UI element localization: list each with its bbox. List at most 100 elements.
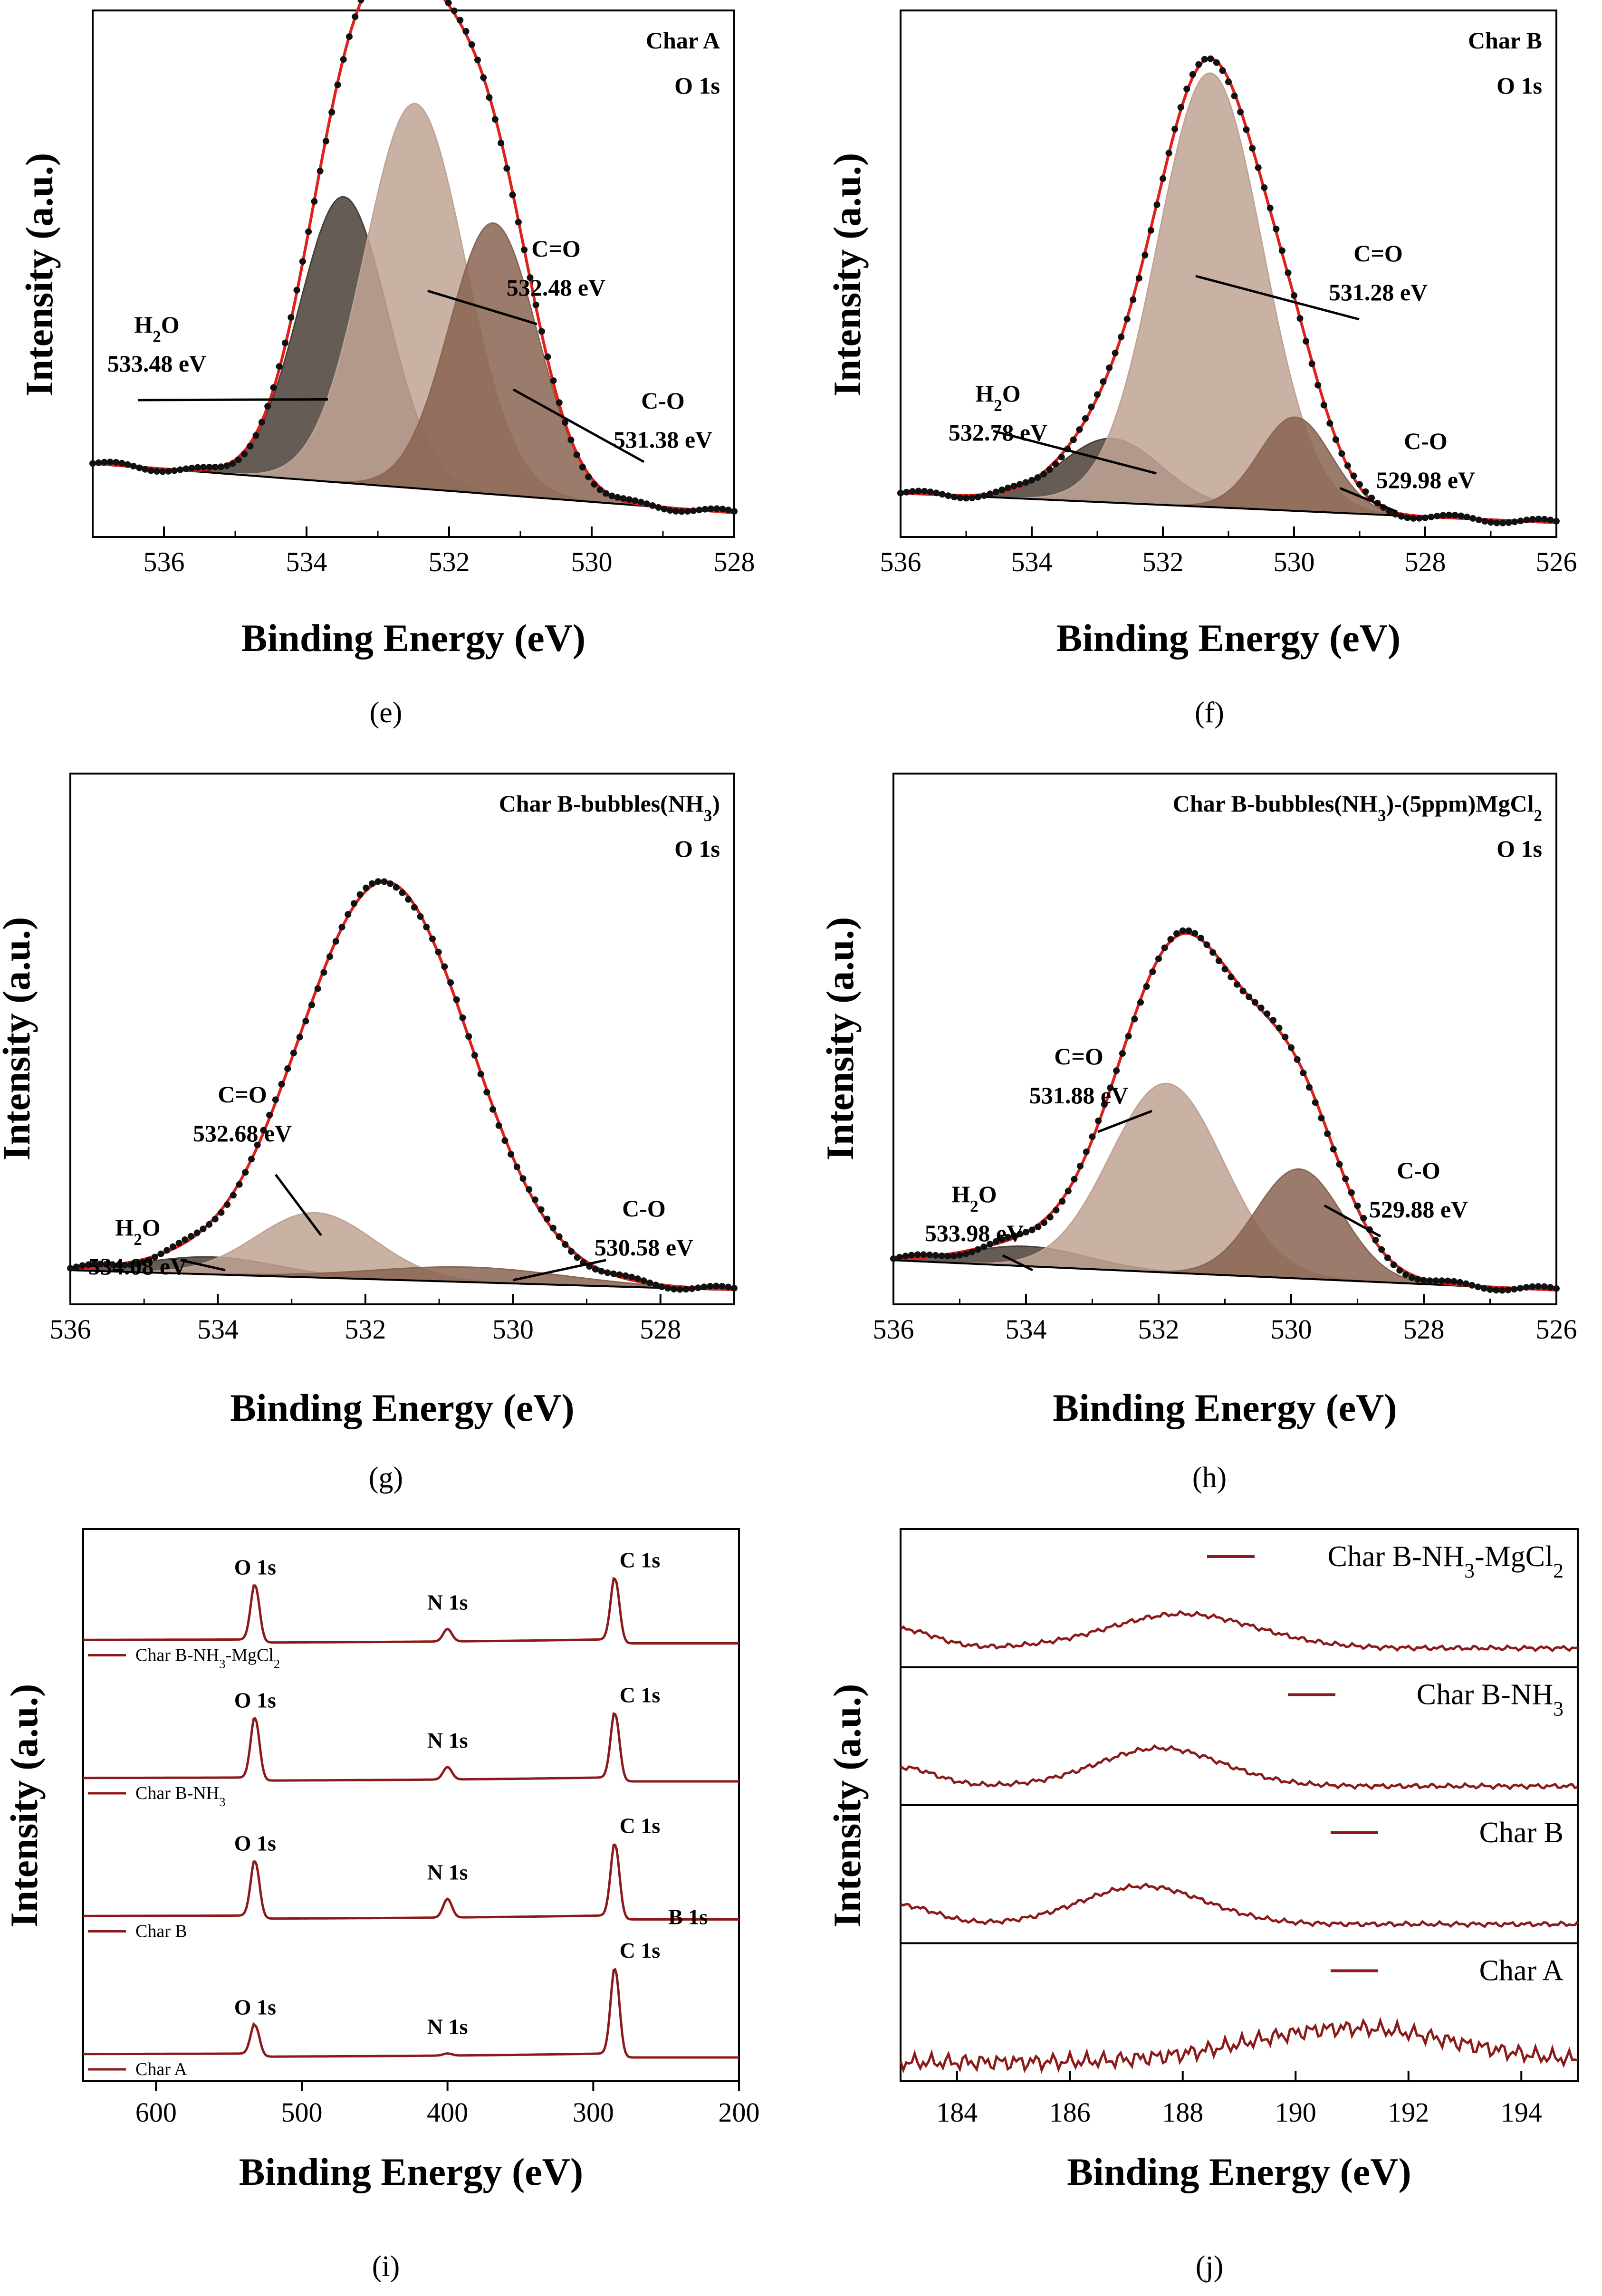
data-point — [322, 138, 329, 145]
data-point — [229, 460, 236, 467]
x-tick-label: 536 — [880, 546, 921, 577]
data-point — [1523, 517, 1530, 524]
data-point — [938, 1252, 945, 1259]
data-point — [1314, 382, 1322, 389]
data-point — [1408, 1274, 1415, 1281]
data-point — [537, 1206, 545, 1213]
data-point — [1458, 512, 1465, 519]
data-point — [177, 466, 184, 473]
data-point — [1505, 519, 1512, 526]
data-point — [1147, 227, 1154, 234]
peak-label-n1s: N 1s — [427, 1860, 468, 1884]
data-point — [465, 1033, 472, 1040]
data-point — [1320, 402, 1327, 409]
annotation-arrow — [1324, 1204, 1381, 1238]
data-point — [526, 1186, 533, 1193]
peak-energy-label: 532.48 eV — [507, 274, 605, 301]
data-point — [145, 1256, 153, 1263]
data-point — [252, 432, 259, 439]
data-point — [435, 948, 442, 956]
annotation-arrow — [1002, 1254, 1034, 1272]
data-point — [1165, 150, 1172, 157]
annotation-arrow — [512, 388, 645, 463]
data-point — [1082, 415, 1089, 422]
data-point — [91, 1261, 98, 1268]
peak-label-h2o: H2O — [134, 311, 179, 346]
data-point — [218, 1209, 225, 1216]
survey-line — [83, 1968, 739, 2059]
data-point — [1035, 1224, 1042, 1230]
data-point — [1046, 1214, 1054, 1221]
data-point — [1155, 955, 1162, 962]
data-point — [1028, 477, 1035, 484]
data-point — [632, 497, 639, 504]
data-point — [423, 924, 430, 930]
data-point — [950, 1253, 957, 1260]
data-point — [1017, 1230, 1024, 1237]
data-point — [113, 459, 120, 466]
data-point — [1296, 315, 1304, 322]
data-point — [933, 489, 940, 497]
data-point — [622, 1272, 629, 1279]
data-point — [585, 473, 592, 480]
data-point — [459, 1014, 466, 1021]
y-axis-title: Intensity (a.u.) — [825, 153, 869, 397]
data-point — [986, 1241, 993, 1248]
data-point — [640, 1277, 647, 1284]
panel-e: 536 534 532 530 528 Binding Energy (eV) Intens… — [18, 0, 755, 729]
x-tick-label: 400 — [427, 2097, 468, 2128]
data-point — [1404, 514, 1411, 521]
panel-f: 536 534 532 530 528 526 Binding Energy (eV) Int… — [825, 10, 1577, 729]
data-point — [975, 494, 982, 500]
data-point — [1487, 519, 1494, 526]
data-point — [1213, 59, 1220, 66]
data-point — [381, 878, 388, 885]
data-point — [206, 1221, 213, 1228]
x-tick-label: 188 — [1162, 2097, 1203, 2128]
data-point — [1016, 481, 1023, 488]
peak-label-c-o: C-O — [1404, 428, 1448, 454]
data-point — [1243, 126, 1250, 133]
data-point — [1239, 987, 1247, 995]
data-point — [1390, 1261, 1397, 1268]
data-point — [411, 904, 418, 911]
plot-frame — [82, 1528, 740, 2082]
data-point — [515, 219, 522, 226]
data-point — [992, 1238, 999, 1245]
data-point — [987, 490, 994, 497]
data-point — [573, 451, 580, 459]
data-point — [188, 1233, 194, 1240]
data-point — [1463, 513, 1470, 520]
data-point — [1113, 1067, 1120, 1074]
data-point — [608, 492, 615, 499]
data-point — [1101, 1101, 1108, 1108]
data-point — [1161, 944, 1168, 951]
data-point — [258, 419, 265, 426]
data-point — [676, 1286, 683, 1293]
peak-energy-label: 530.58 eV — [595, 1234, 693, 1261]
data-point — [118, 459, 125, 467]
data-point — [1004, 484, 1011, 491]
data-point — [462, 28, 470, 35]
data-point — [1089, 1133, 1096, 1140]
data-point — [302, 1017, 309, 1024]
b1s-line — [900, 1610, 1578, 1653]
data-point — [489, 1106, 496, 1113]
x-axis-title: Binding Energy (eV) — [241, 616, 585, 660]
data-point — [568, 1248, 575, 1255]
data-point — [468, 41, 475, 48]
data-point — [417, 913, 424, 920]
data-point — [614, 494, 621, 501]
data-point — [527, 274, 534, 281]
x-tick-label: 532 — [1142, 546, 1184, 577]
data-point — [562, 419, 569, 426]
data-point — [1451, 512, 1458, 519]
data-point — [357, 0, 365, 3]
background-line — [893, 1259, 1557, 1291]
data-point — [508, 1151, 515, 1158]
data-point — [1450, 1278, 1458, 1285]
data-point — [1416, 515, 1423, 522]
data-point — [230, 1192, 237, 1199]
data-point — [103, 1261, 110, 1268]
data-point — [1326, 420, 1333, 427]
